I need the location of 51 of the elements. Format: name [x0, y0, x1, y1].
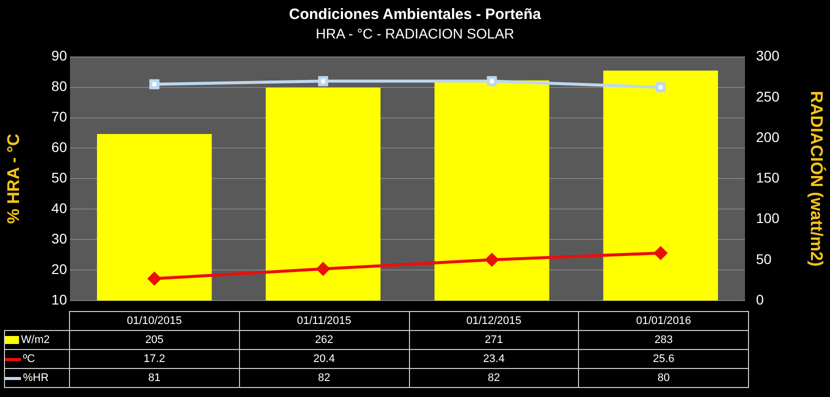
bar — [603, 70, 718, 301]
y2-tick-label: 300 — [756, 48, 780, 64]
point — [485, 253, 498, 266]
y2-tick-label: 50 — [756, 250, 772, 267]
x-tick-label: 01/11/2015 — [239, 312, 409, 330]
y-tick-label: 10 — [51, 291, 68, 308]
point — [318, 76, 328, 86]
bar — [97, 134, 212, 301]
y2-tick-label: 250 — [756, 88, 780, 104]
point — [316, 262, 330, 276]
y-tick-label: 20 — [51, 260, 68, 277]
data-label: 205 — [70, 330, 240, 350]
y-tick-label: 60 — [51, 139, 68, 156]
y2-axis-title: RADIACIÓN (watt/m2) — [807, 90, 828, 267]
y-tick-label: 40 — [51, 200, 68, 216]
y-tick-label: 30 — [51, 230, 68, 247]
data-label: 82 — [239, 368, 409, 388]
data-label: 20.4 — [239, 350, 409, 368]
y2-tick-label: 0 — [756, 291, 764, 308]
point — [148, 272, 161, 286]
x-tick-label: 01/10/2015 — [70, 312, 240, 330]
y2-tick-label: 100 — [756, 210, 780, 226]
data-label: 80 — [578, 368, 748, 388]
data-label: 25.6 — [578, 350, 748, 368]
data-label: 271 — [409, 330, 579, 350]
y-tick-label: 70 — [51, 108, 68, 125]
data-label: 81 — [70, 368, 240, 388]
chart-subtitle: HRA - °C - RADIACION SOLAR — [316, 25, 514, 42]
point — [656, 82, 666, 92]
y-tick-label: 90 — [51, 48, 68, 64]
y-tick-label: 80 — [51, 78, 68, 94]
data-label: 82 — [409, 368, 579, 388]
y-axis-title: % HRA - °C — [4, 134, 23, 224]
bar — [434, 80, 550, 301]
data-label: 262 — [239, 330, 409, 350]
point — [149, 79, 160, 90]
data-label: 283 — [578, 330, 748, 350]
y2-tick-label: 200 — [756, 128, 780, 145]
legend-label: %HR — [4, 368, 70, 388]
y-tick-label: 50 — [51, 170, 68, 186]
x-tick-label: 01/12/2015 — [409, 312, 579, 330]
y2-tick-label: 150 — [756, 170, 780, 186]
data-label: 23.4 — [409, 350, 579, 368]
legend-label: ºC — [4, 350, 70, 368]
data-label: 17.2 — [70, 350, 240, 368]
legend-label: W/m2 — [4, 330, 70, 350]
point — [486, 76, 497, 86]
x-tick-label: 01/01/2016 — [578, 312, 748, 330]
bar — [266, 88, 380, 301]
chart-title: Condiciones Ambientales - Porteña — [289, 6, 542, 24]
point — [654, 246, 668, 260]
